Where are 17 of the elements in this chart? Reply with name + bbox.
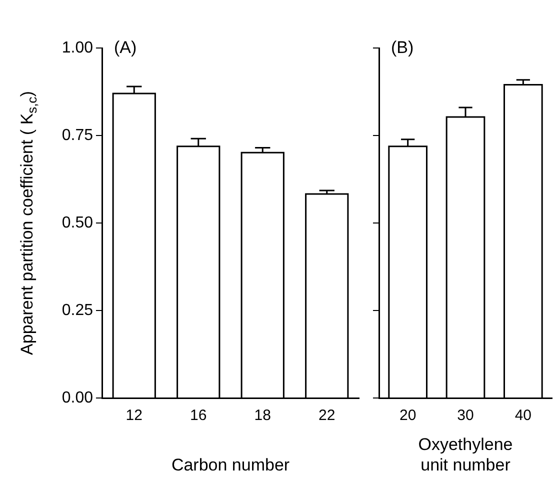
y-tick-label: 0.50: [62, 214, 94, 232]
y-tick-label: 1.00: [62, 39, 94, 56]
y-tick-label: 0.75: [62, 126, 94, 144]
annotation: (A): [114, 38, 137, 58]
y-tick-label: 0.25: [62, 302, 94, 319]
y-axis-title: Apparent partition coefficient ( Ks,c): [18, 91, 40, 355]
y-tick-label: 0.00: [62, 389, 94, 406]
x-tick-label: 20: [399, 407, 416, 424]
x-axis-title: Carbon number: [171, 455, 290, 474]
x-tick-label: 18: [254, 407, 271, 424]
x-tick-label: 40: [514, 407, 532, 424]
annotation: (B): [391, 38, 414, 58]
x-tick-label: 12: [126, 407, 142, 424]
x-tick-label: 16: [190, 407, 207, 424]
x-axis-title: Oxyethylene unit number: [418, 435, 513, 474]
x-tick-label: 22: [318, 407, 336, 424]
x-tick-label: 30: [457, 407, 474, 424]
